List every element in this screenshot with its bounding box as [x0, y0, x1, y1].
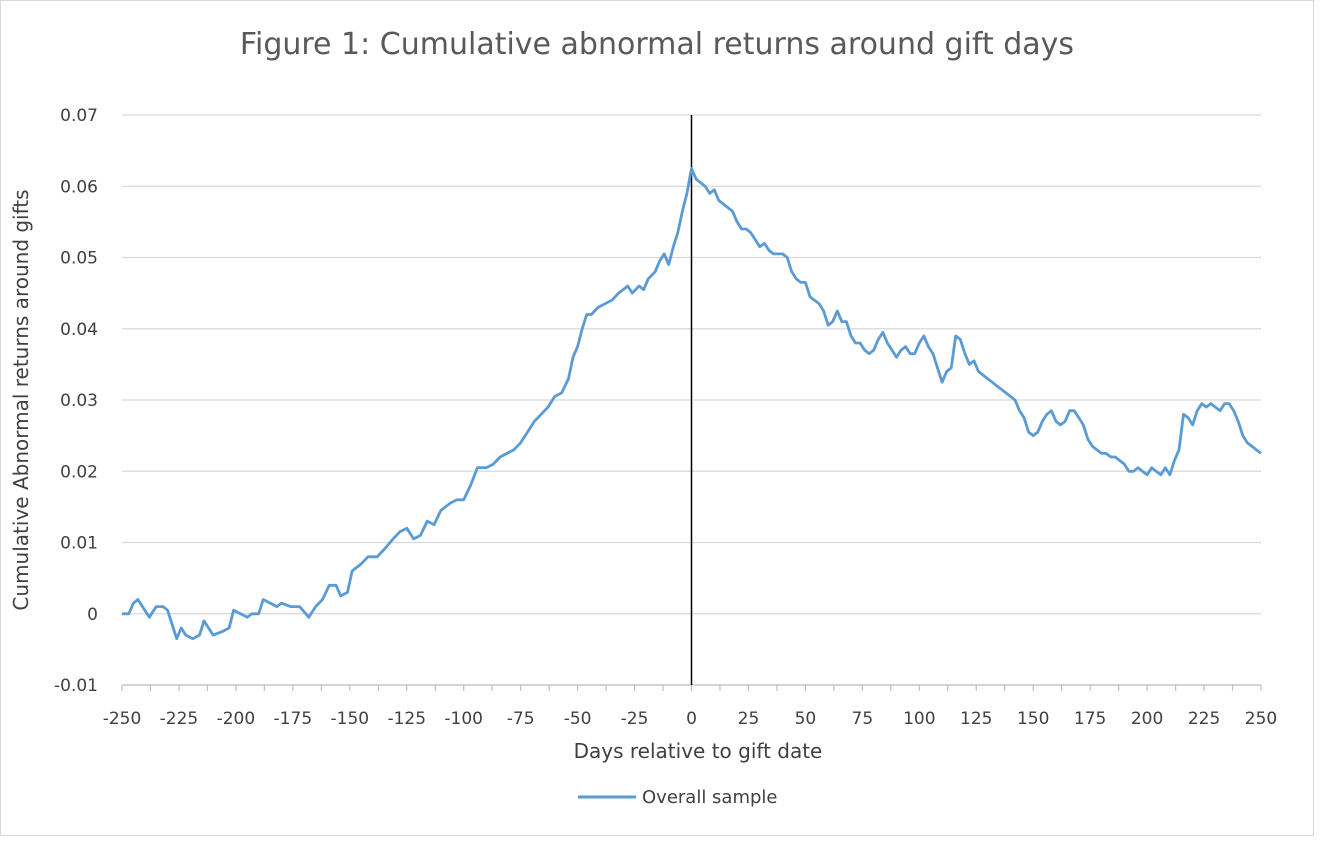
- y-tick-label: 0.07: [60, 106, 98, 126]
- y-tick-label: 0.03: [60, 391, 98, 411]
- x-tick-label: 25: [738, 709, 760, 729]
- legend: Overall sample: [578, 787, 778, 808]
- x-tick-label: -175: [274, 709, 313, 729]
- y-tick-label: 0.02: [60, 462, 98, 482]
- y-tick-label: 0.06: [60, 177, 98, 197]
- x-tick-label: -125: [387, 709, 426, 729]
- y-axis-label: Cumulative Abnormal returns around gifts: [9, 189, 33, 610]
- series-line-overall-sample: [122, 166, 1262, 641]
- y-tick-label: -0.01: [54, 676, 98, 696]
- x-tick-label: 100: [903, 709, 935, 729]
- y-tick-label: 0: [87, 605, 98, 625]
- x-tick-label: -225: [160, 709, 199, 729]
- y-tick-labels: 0.07 0.06 0.05 0.04 0.03 0.02 0.01 0 -0.01: [54, 106, 98, 696]
- x-tick-label: 0: [686, 709, 697, 729]
- y-tick-label: 0.05: [60, 249, 98, 269]
- x-tick-label: -50: [564, 709, 592, 729]
- x-tick-label: 75: [852, 709, 874, 729]
- x-axis-label: Days relative to gift date: [574, 739, 823, 763]
- x-tick-label: -150: [331, 709, 370, 729]
- x-axis: [121, 684, 1262, 691]
- x-tick-label: 150: [1017, 709, 1049, 729]
- x-tick-label: 250: [1245, 709, 1277, 729]
- legend-label: Overall sample: [642, 787, 778, 808]
- x-tick-label: 125: [960, 709, 992, 729]
- y-tick-label: 0.04: [60, 320, 98, 340]
- x-tick-label: -250: [103, 709, 142, 729]
- x-tick-label: 175: [1074, 709, 1106, 729]
- x-tick-label: -200: [217, 709, 256, 729]
- chart-title: Figure 1: Cumulative abnormal returns ar…: [240, 27, 1074, 62]
- x-tick-label: 200: [1131, 709, 1163, 729]
- y-tick-label: 0.01: [60, 534, 98, 554]
- x-tick-label: 225: [1188, 709, 1220, 729]
- series-layer: [122, 166, 1262, 641]
- x-tick-label: -100: [444, 709, 483, 729]
- x-tick-label: -25: [621, 709, 649, 729]
- x-tick-labels: -250 -225 -200 -175 -150 -125 -100 -75 -50 -25 0 25…: [103, 709, 1278, 729]
- x-tick-label: 50: [795, 709, 817, 729]
- x-tick-label: -75: [507, 709, 535, 729]
